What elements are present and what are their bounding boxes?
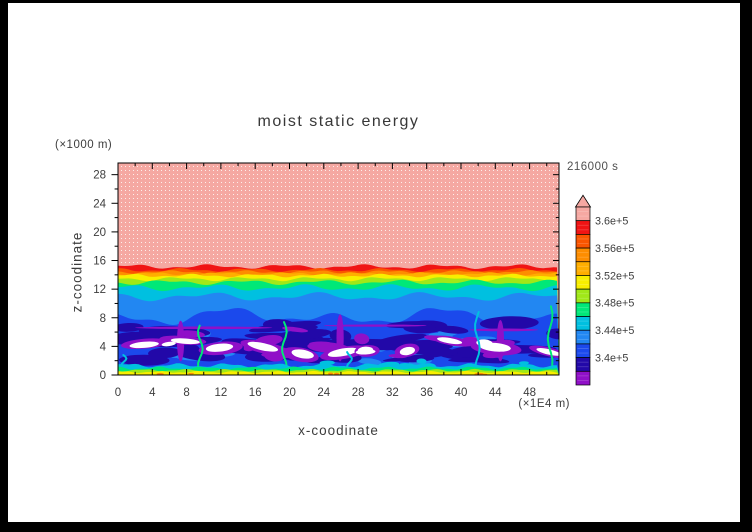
page-title: moist static energy bbox=[257, 113, 420, 130]
y-tick-label: 8 bbox=[100, 313, 106, 325]
y-axis-label: z-coodinate bbox=[69, 231, 85, 313]
x-tick-label: 0 bbox=[115, 387, 121, 399]
colorbar-label: 3.48e+5 bbox=[595, 298, 634, 310]
x-tick-label: 28 bbox=[352, 387, 365, 399]
x-tick-label: 32 bbox=[386, 387, 399, 399]
x-tick-label: 36 bbox=[420, 387, 433, 399]
colorbar-segment bbox=[575, 261, 591, 276]
x-axis-label: x-coodinate bbox=[298, 423, 379, 438]
colorbar-segment bbox=[575, 206, 591, 222]
y-tick-label: 20 bbox=[93, 227, 106, 239]
time-stamp: 216000 s bbox=[567, 161, 619, 173]
colorbar-label: 3.44e+5 bbox=[595, 325, 634, 337]
y-tick-label: 0 bbox=[100, 370, 106, 382]
x-tick-label: 44 bbox=[489, 387, 502, 399]
colorbar-segment bbox=[575, 370, 591, 386]
x-tick-label: 4 bbox=[149, 387, 156, 399]
x-tick-label: 12 bbox=[215, 387, 228, 399]
colorbar-label: 3.6e+5 bbox=[595, 216, 628, 228]
colorbar-segment bbox=[575, 247, 591, 263]
colorbar-arrow-tip bbox=[574, 194, 592, 208]
y-tick-label: 4 bbox=[100, 341, 107, 353]
colorbar-segment bbox=[575, 275, 591, 290]
colorbar-labels: 3.6e+5 3.56e+5 3.52e+5 3.48e+5 3.44e+5 3.4e+5 bbox=[595, 216, 634, 365]
x-tick-label: 20 bbox=[283, 387, 296, 399]
y-tick-labels: 0 4 8 12 16 20 24 28 bbox=[93, 170, 106, 382]
y-tick-label: 12 bbox=[93, 284, 106, 296]
x-tick-label: 48 bbox=[523, 387, 536, 399]
contour-field bbox=[118, 163, 559, 375]
y-axis-unit: (×1000 m) bbox=[55, 139, 113, 151]
colorbar-segment bbox=[575, 220, 591, 235]
axis-ticks bbox=[111, 163, 559, 376]
x-tick-label: 16 bbox=[249, 387, 262, 399]
x-axis-unit: (×1E4 m) bbox=[518, 398, 570, 410]
colorbar-segment bbox=[575, 343, 591, 358]
y-tick-label: 28 bbox=[93, 170, 106, 182]
plot-frame bbox=[117, 162, 560, 376]
x-tick-label: 8 bbox=[183, 387, 189, 399]
colorbar-segment bbox=[575, 316, 591, 331]
colorbar-label: 3.56e+5 bbox=[595, 243, 634, 255]
colorbar-label: 3.4e+5 bbox=[595, 352, 628, 364]
colorbar-label: 3.52e+5 bbox=[595, 270, 634, 282]
colorbar-segment bbox=[575, 302, 591, 317]
x-tick-labels: 0 4 8 12 16 20 24 28 32 36 40 44 48 bbox=[115, 387, 536, 399]
y-tick-label: 16 bbox=[93, 256, 106, 268]
colorbar-segment bbox=[575, 288, 591, 304]
colorbar-segment bbox=[575, 234, 591, 249]
x-tick-label: 40 bbox=[455, 387, 468, 399]
colorbar-segment bbox=[575, 357, 591, 372]
colorbar bbox=[574, 194, 592, 386]
colorbar-segment bbox=[575, 329, 591, 345]
y-tick-label: 24 bbox=[93, 198, 106, 210]
x-tick-label: 24 bbox=[317, 387, 330, 399]
